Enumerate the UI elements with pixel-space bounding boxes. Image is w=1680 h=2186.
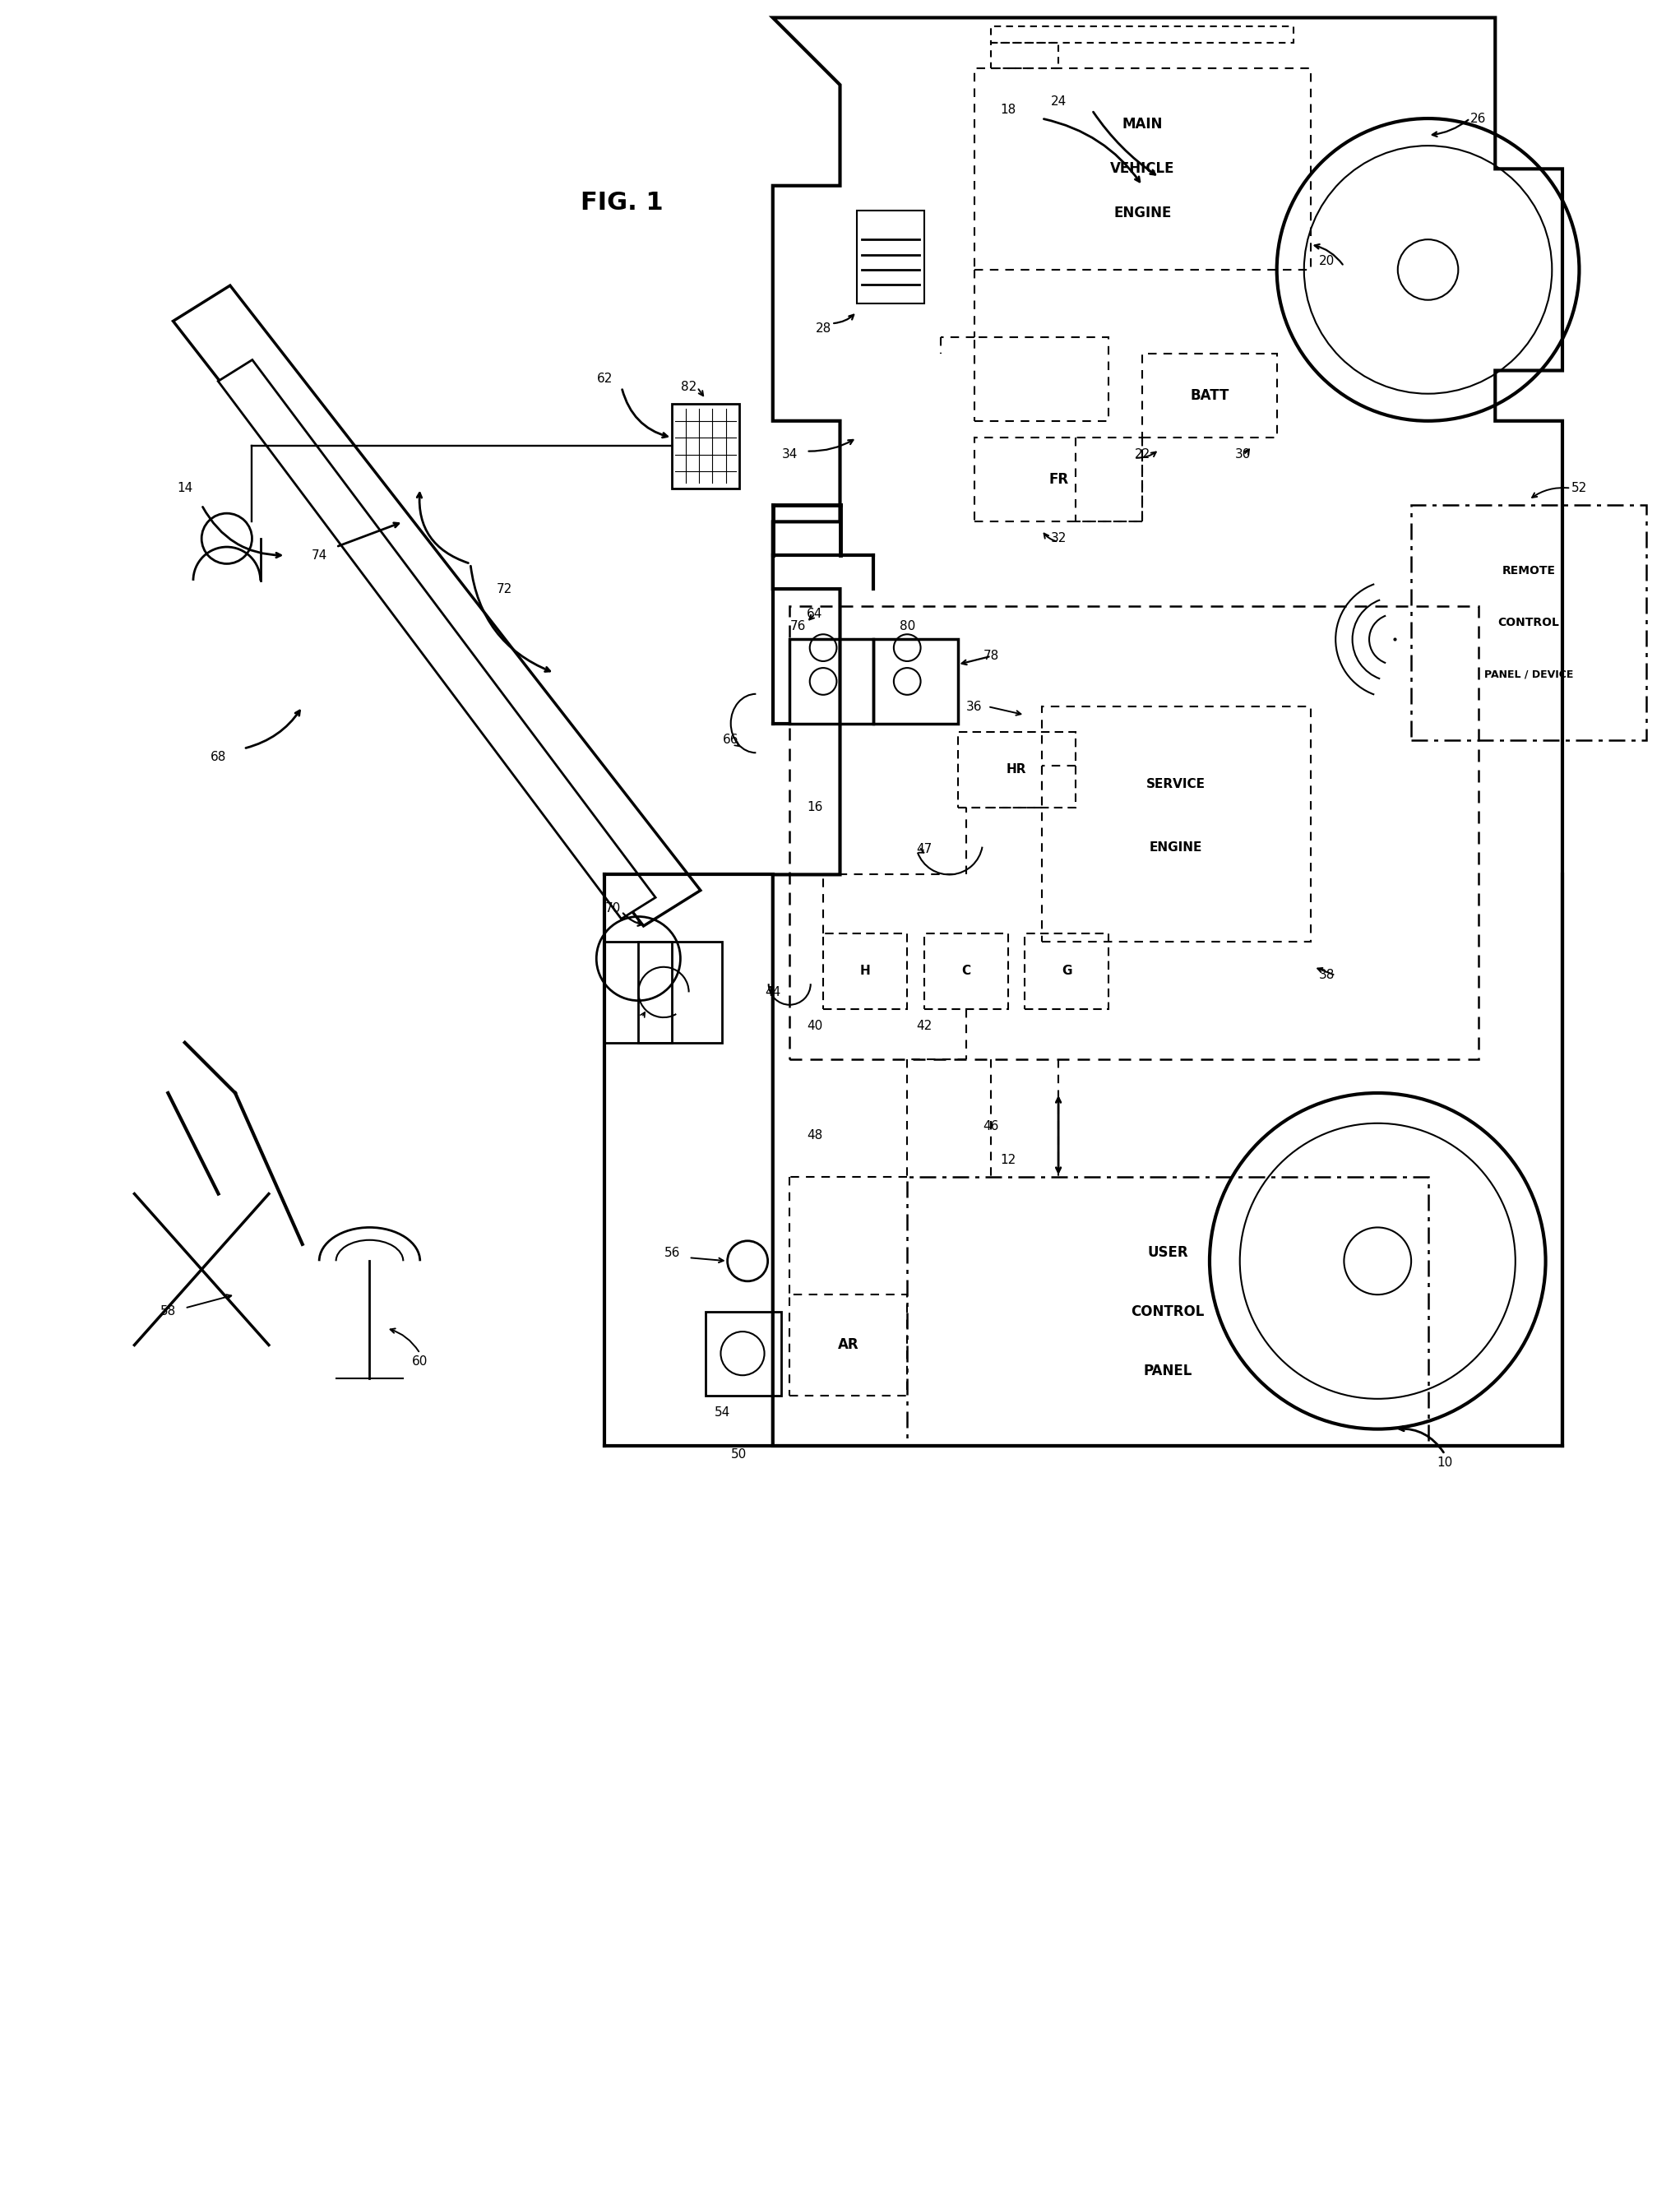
Bar (974, 337, 1109, 422)
Text: 58: 58 (160, 1305, 176, 1318)
Text: 74: 74 (311, 549, 328, 562)
Text: 18: 18 (1000, 105, 1016, 116)
Text: 40: 40 (806, 1019, 823, 1032)
Bar (605, 942, 722, 1043)
Text: CONTROL: CONTROL (1499, 616, 1559, 627)
Text: MAIN: MAIN (1122, 118, 1163, 131)
Text: G: G (1062, 964, 1072, 977)
Text: 22: 22 (1134, 448, 1151, 461)
Text: 32: 32 (1050, 533, 1067, 544)
Bar (907, 1176, 1428, 1445)
Text: PANEL / DEVICE: PANEL / DEVICE (1483, 669, 1574, 680)
Text: PANEL: PANEL (1142, 1364, 1193, 1377)
Text: 56: 56 (664, 1246, 680, 1259)
Text: 30: 30 (1235, 448, 1252, 461)
Text: 50: 50 (731, 1447, 748, 1460)
Text: ENGINE: ENGINE (1149, 842, 1203, 855)
Text: 64: 64 (806, 608, 823, 621)
Bar (974, 68, 1310, 269)
Text: 82: 82 (680, 380, 697, 393)
Bar (1025, 933, 1109, 1010)
Text: FIG. 1: FIG. 1 (580, 190, 664, 214)
Text: 34: 34 (781, 448, 798, 461)
Bar (790, 638, 874, 724)
Bar (1042, 706, 1310, 942)
Text: CONTROL: CONTROL (1131, 1305, 1205, 1318)
Text: 38: 38 (1319, 968, 1336, 982)
Text: 42: 42 (916, 1019, 932, 1032)
Text: 44: 44 (764, 986, 781, 999)
Text: BATT: BATT (1189, 389, 1230, 402)
Bar (1411, 505, 1646, 741)
Text: ENGINE: ENGINE (1114, 205, 1171, 221)
Text: 52: 52 (1571, 481, 1588, 494)
Text: 28: 28 (815, 321, 832, 334)
Text: AR: AR (838, 1338, 858, 1353)
Text: 47: 47 (916, 844, 932, 855)
Text: 12: 12 (1000, 1154, 1016, 1167)
Text: 26: 26 (1470, 111, 1487, 125)
Text: 68: 68 (210, 750, 227, 763)
Bar (958, 732, 1075, 807)
Bar (790, 1294, 907, 1395)
Text: H: H (860, 964, 870, 977)
Text: FR: FR (1048, 472, 1068, 487)
Text: 10: 10 (1436, 1456, 1453, 1469)
Text: REMOTE: REMOTE (1502, 564, 1556, 577)
Bar (991, 26, 1294, 44)
Bar (857, 210, 924, 304)
Text: 36: 36 (966, 700, 983, 713)
Bar (991, 44, 1058, 68)
Polygon shape (218, 361, 655, 918)
Text: 72: 72 (496, 584, 512, 595)
Text: 80: 80 (899, 621, 916, 632)
Text: 46: 46 (983, 1121, 1000, 1132)
Bar (638, 942, 672, 1043)
Bar (974, 437, 1142, 522)
Text: 16: 16 (806, 802, 823, 813)
Bar (874, 638, 958, 724)
Text: 60: 60 (412, 1355, 428, 1368)
Text: 62: 62 (596, 374, 613, 385)
Text: 48: 48 (806, 1128, 823, 1141)
Bar (1142, 354, 1277, 437)
Text: HR: HR (1006, 763, 1026, 776)
Bar (706, 1312, 781, 1395)
Text: USER: USER (1147, 1244, 1188, 1259)
Text: 70: 70 (605, 903, 622, 914)
Text: 66: 66 (722, 734, 739, 745)
Text: VEHICLE: VEHICLE (1110, 162, 1174, 177)
Text: SERVICE: SERVICE (1146, 778, 1206, 791)
Text: 24: 24 (1050, 96, 1067, 107)
Bar (672, 404, 739, 487)
Bar (823, 933, 907, 1010)
Text: 76: 76 (790, 621, 806, 632)
Text: 20: 20 (1319, 256, 1336, 267)
Text: 54: 54 (714, 1406, 731, 1419)
Text: 14: 14 (176, 481, 193, 494)
Text: 78: 78 (983, 649, 1000, 662)
Bar (924, 933, 1008, 1010)
Text: C: C (961, 964, 971, 977)
Bar (790, 606, 1478, 1060)
